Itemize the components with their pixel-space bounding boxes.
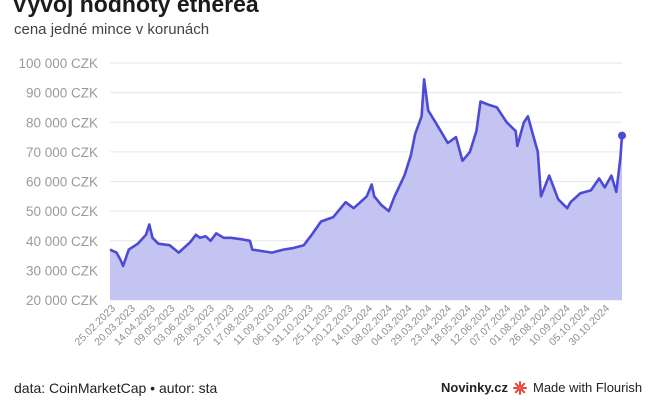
flourish-ray (514, 382, 520, 388)
y-tick-label: 90 000 CZK (26, 86, 98, 101)
x-axis-labels: 25.02.202320.03.202314.04.202309.05.2023… (72, 303, 612, 349)
made-with-flourish-link[interactable]: Made with Flourish (513, 380, 642, 395)
flourish-ray (520, 387, 526, 393)
chart-subtitle: cena jedné mince v korunách (14, 21, 210, 38)
y-tick-label: 40 000 CZK (26, 234, 98, 249)
brand-logo-text[interactable]: Novinky.cz (441, 380, 508, 395)
made-with-flourish-label: Made with Flourish (533, 380, 643, 395)
area-chart: 20 000 CZK 30 000 CZK 40 000 CZK 50 000 CZK… (18, 56, 626, 349)
y-tick-label: 70 000 CZK (26, 145, 98, 160)
y-tick-label: 60 000 CZK (26, 175, 98, 190)
y-tick-label: 80 000 CZK (26, 115, 98, 130)
chart-title: Vývoj hodnoty etherea (12, 0, 259, 17)
price-area (110, 79, 622, 300)
flourish-ray (514, 387, 520, 393)
y-tick-label: 50 000 CZK (26, 204, 98, 219)
price-line (109, 78, 624, 268)
y-tick-label: 20 000 CZK (26, 293, 98, 308)
y-axis-labels: 20 000 CZK 30 000 CZK 40 000 CZK 50 000 CZK… (18, 56, 98, 308)
y-tick-label: 100 000 CZK (18, 56, 98, 71)
source-credit: data: CoinMarketCap • autor: sta (14, 380, 218, 396)
last-value-point (618, 131, 626, 140)
flourish-ray (520, 382, 526, 388)
y-tick-label: 30 000 CZK (26, 263, 98, 278)
flourish-icon (513, 380, 527, 395)
